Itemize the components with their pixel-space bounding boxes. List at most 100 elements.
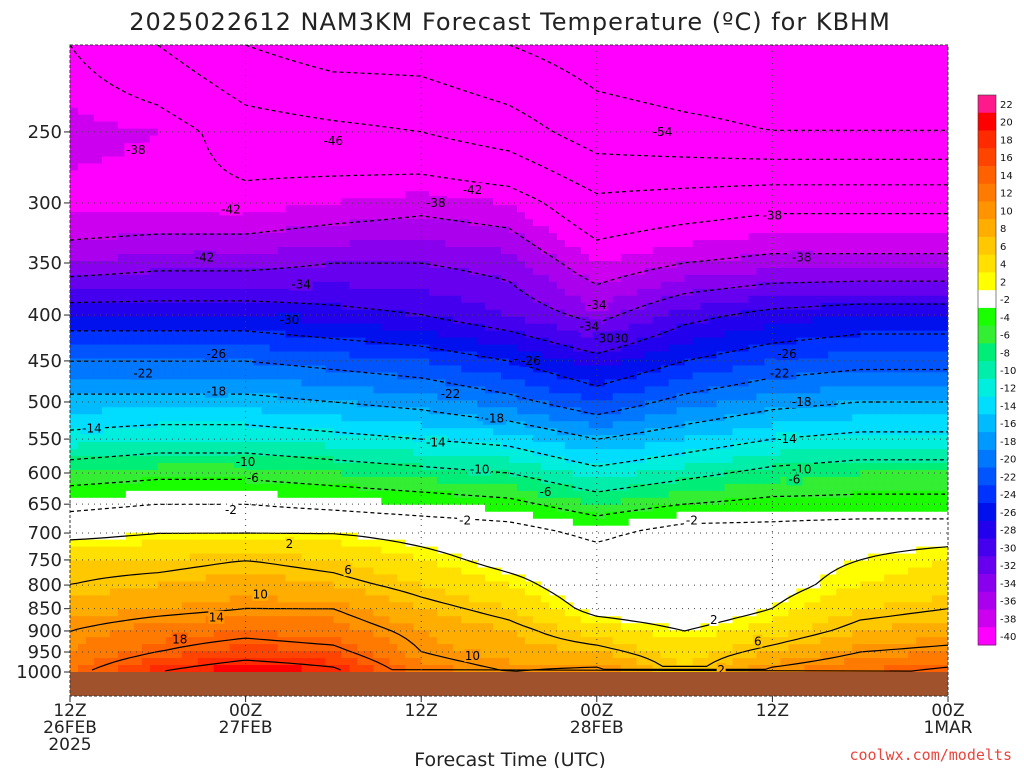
- heatmap-cell: [397, 316, 406, 325]
- heatmap-cell: [269, 121, 279, 130]
- heatmap-cell: [301, 212, 311, 220]
- heatmap-cell: [277, 135, 287, 144]
- heatmap-cell: [349, 254, 358, 262]
- heatmap-cell: [588, 114, 598, 123]
- heatmap-cell: [556, 128, 566, 137]
- heatmap-cell: [237, 156, 247, 165]
- heatmap-cell: [916, 226, 925, 234]
- heatmap-cell: [285, 226, 295, 234]
- heatmap-cell: [133, 337, 143, 346]
- heatmap-cell: [317, 337, 327, 346]
- heatmap-cell: [652, 65, 662, 74]
- heatmap-cell: [868, 191, 877, 199]
- heatmap-cell: [708, 156, 718, 165]
- heatmap-cell: [333, 288, 342, 297]
- heatmap-cell: [540, 58, 550, 67]
- heatmap-cell: [469, 226, 478, 234]
- heatmap-cell: [109, 260, 119, 269]
- heatmap-cell: [461, 337, 470, 346]
- heatmap-cell: [509, 226, 518, 234]
- heatmap-cell: [389, 281, 398, 290]
- heatmap-cell: [261, 114, 271, 123]
- heatmap-cell: [772, 288, 781, 297]
- heatmap-cell: [724, 205, 734, 213]
- heatmap-cell: [125, 72, 135, 81]
- heatmap-cell: [85, 358, 95, 367]
- heatmap-cell: [932, 58, 941, 67]
- heatmap-cell: [580, 51, 590, 60]
- heatmap-cell: [628, 142, 638, 151]
- heatmap-cell: [612, 93, 622, 102]
- heatmap-cell: [916, 93, 925, 102]
- heatmap-cell: [101, 58, 111, 67]
- heatmap-cell: [924, 288, 933, 297]
- heatmap-cell: [556, 72, 566, 81]
- heatmap-cell: [660, 135, 670, 144]
- heatmap-cell: [572, 135, 582, 144]
- heatmap-cell: [197, 114, 207, 123]
- heatmap-cell: [269, 233, 279, 241]
- heatmap-cell: [437, 205, 446, 213]
- heatmap-cell: [325, 247, 334, 255]
- heatmap-cell: [652, 247, 662, 255]
- heatmap-cell: [429, 302, 438, 311]
- heatmap-cell: [828, 149, 837, 158]
- heatmap-cell: [237, 191, 247, 199]
- heatmap-cell: [564, 79, 574, 88]
- heatmap-cell: [125, 100, 135, 109]
- heatmap-cell: [604, 295, 614, 304]
- heatmap-cell: [836, 45, 845, 53]
- heatmap-cell: [197, 337, 207, 346]
- heatmap-cell: [293, 86, 303, 95]
- heatmap-cell: [636, 79, 646, 88]
- heatmap-cell: [540, 177, 550, 185]
- heatmap-cell: [836, 219, 845, 227]
- heatmap-cell: [389, 93, 398, 102]
- heatmap-cell: [892, 281, 901, 290]
- heatmap-cell: [509, 260, 518, 269]
- heatmap-cell: [740, 58, 750, 67]
- heatmap-cell: [940, 205, 948, 213]
- heatmap-cell: [237, 323, 247, 332]
- heatmap-cell: [237, 135, 247, 144]
- heatmap-cell: [740, 79, 750, 88]
- heatmap-cell: [596, 219, 606, 227]
- heatmap-cell: [365, 226, 374, 234]
- heatmap-cell: [516, 177, 526, 185]
- heatmap-cell: [413, 177, 422, 185]
- heatmap-cell: [668, 58, 678, 67]
- heatmap-cell: [916, 344, 925, 353]
- heatmap-cell: [668, 330, 678, 339]
- heatmap-cell: [876, 205, 885, 213]
- heatmap-cell: [516, 93, 526, 102]
- heatmap-cell: [612, 156, 622, 165]
- heatmap-cell: [213, 100, 223, 109]
- heatmap-cell: [269, 219, 279, 227]
- heatmap-cell: [317, 274, 327, 283]
- heatmap-cell: [221, 295, 231, 304]
- heatmap-cell: [365, 72, 374, 81]
- heatmap-cell: [237, 226, 247, 234]
- heatmap-cell: [173, 45, 183, 53]
- heatmap-cell: [485, 163, 494, 171]
- heatmap-cell: [109, 198, 119, 206]
- heatmap-cell: [716, 72, 726, 81]
- heatmap-cell: [85, 177, 95, 185]
- heatmap-cell: [117, 358, 127, 367]
- heatmap-cell: [556, 191, 566, 199]
- heatmap-cell: [149, 114, 159, 123]
- heatmap-cell: [612, 170, 622, 178]
- heatmap-cell: [165, 72, 175, 81]
- heatmap-cell: [828, 93, 837, 102]
- heatmap-cell: [692, 58, 702, 67]
- heatmap-cell: [317, 330, 327, 339]
- heatmap-cell: [469, 288, 478, 297]
- heatmap-cell: [516, 191, 526, 199]
- heatmap-cell: [365, 260, 374, 269]
- heatmap-cell: [660, 274, 670, 283]
- heatmap-cell: [109, 288, 119, 297]
- heatmap-cell: [684, 247, 694, 255]
- heatmap-cell: [269, 281, 279, 290]
- heatmap-cell: [245, 212, 255, 220]
- heatmap-cell: [916, 198, 925, 206]
